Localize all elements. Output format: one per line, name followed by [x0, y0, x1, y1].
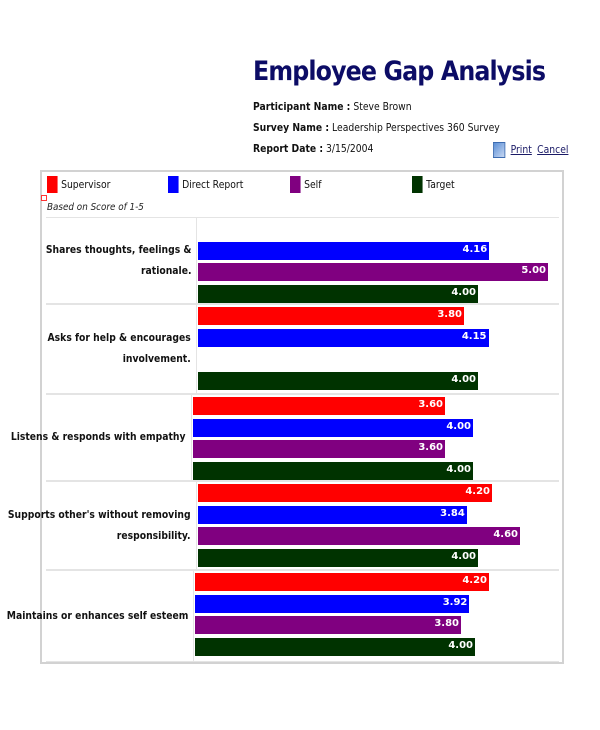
print-link[interactable]: Print	[510, 144, 532, 156]
bar-target: 4.00	[195, 637, 475, 656]
bar-target: 4.00	[198, 371, 478, 390]
category-label: Asks for help & encourages involvement.	[47, 332, 191, 365]
category-label: Shares thoughts, feelings & rationale.	[45, 243, 191, 277]
category-label: Listens & responds with empathy	[11, 431, 186, 443]
bar-direct-report: 3.92	[195, 594, 470, 613]
data-label: 3.80	[434, 618, 459, 629]
legend-swatch	[412, 176, 423, 193]
data-label: 3.60	[418, 399, 443, 410]
divider	[193, 570, 194, 662]
data-label: 4.00	[446, 420, 471, 432]
divider	[196, 217, 197, 304]
data-label: 4.20	[462, 575, 487, 586]
bar-target: 4.00	[193, 461, 473, 480]
divider	[196, 304, 197, 394]
data-label: 4.00	[451, 286, 476, 298]
bar-supervisor: 3.80	[198, 307, 464, 325]
chart-container	[40, 170, 564, 664]
legend-label: Supervisor	[61, 178, 111, 191]
bar-direct-report: 4.15	[198, 328, 489, 347]
bar-direct-report: 4.00	[193, 418, 473, 437]
bar-supervisor: 4.20	[198, 484, 492, 502]
legend-item: Self	[290, 176, 321, 193]
divider	[196, 481, 197, 570]
bar-target: 4.00	[198, 548, 478, 567]
data-label: 3.80	[437, 309, 462, 320]
legend-label: Self	[304, 178, 322, 191]
data-label: 4.00	[451, 373, 476, 385]
page-title: Employee Gap Analysis	[253, 56, 546, 87]
data-label: 4.20	[465, 486, 490, 497]
legend-item: Direct Report	[168, 176, 243, 193]
legend-item: Supervisor	[47, 176, 110, 193]
category-group	[46, 394, 559, 481]
data-label: 4.00	[451, 550, 476, 562]
category-group	[46, 304, 559, 394]
bar-supervisor: 4.20	[195, 573, 489, 591]
score-note: Based on Score of 1-5	[47, 202, 144, 213]
category-group	[46, 217, 559, 304]
bar-direct-report: 4.16	[198, 241, 490, 260]
data-label: 4.00	[446, 463, 471, 475]
legend-swatch	[290, 176, 301, 193]
legend-label: Direct Report	[182, 178, 244, 191]
legend-label: Target	[426, 178, 455, 191]
legend-item: Target	[412, 176, 455, 193]
data-label: 3.84	[440, 507, 465, 519]
data-label: 5.00	[521, 265, 546, 276]
cancel-link[interactable]: Cancel	[537, 144, 569, 156]
data-label: 4.16	[462, 243, 488, 255]
printer-icon[interactable]	[493, 142, 506, 158]
bar-self: 3.60	[193, 440, 445, 458]
divider	[191, 394, 192, 481]
data-label: 3.92	[442, 596, 468, 608]
action-links: Print Cancel	[493, 142, 568, 158]
bar-self: 4.60	[198, 527, 520, 545]
data-label: 3.60	[418, 442, 443, 453]
category-group	[46, 481, 559, 570]
category-label: Supports other's without removing respons…	[8, 508, 191, 542]
category-label: Maintains or enhances self esteem	[6, 609, 188, 622]
legend-swatch	[168, 176, 179, 193]
data-label: 4.00	[448, 639, 473, 651]
category-group	[46, 570, 559, 662]
data-label: 4.15	[461, 330, 487, 342]
bar-self: 5.00	[198, 263, 548, 281]
bar-target: 4.00	[198, 284, 478, 303]
broken-image-icon	[41, 195, 47, 201]
data-label: 4.60	[493, 529, 518, 540]
legend-swatch	[47, 176, 58, 193]
survey-name: Survey Name : Leadership Perspectives 36…	[253, 122, 500, 134]
bar-supervisor: 3.60	[193, 397, 445, 415]
bar-direct-report: 3.84	[198, 505, 467, 524]
bar-self: 3.80	[195, 616, 461, 634]
report-date: Report Date : 3/15/2004	[253, 143, 374, 155]
participant-name: Participant Name : Steve Brown	[253, 101, 412, 113]
